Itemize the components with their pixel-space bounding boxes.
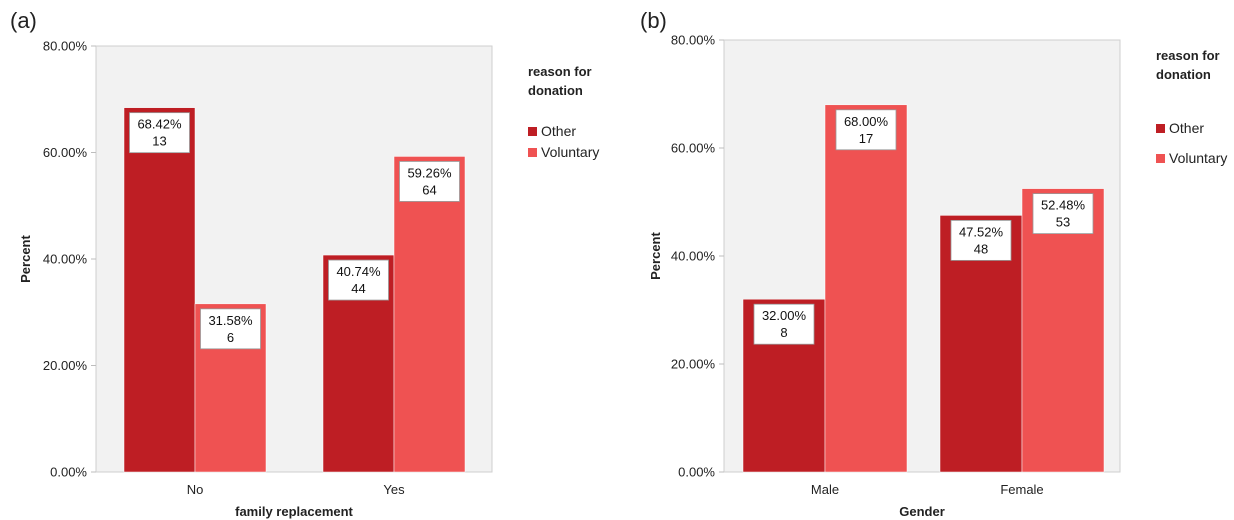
data-label-percent: 32.00% [762,308,807,323]
data-label-percent: 52.48% [1041,198,1086,213]
bar-voluntary-yes [393,156,466,473]
panel-label: (b) [640,8,667,33]
legend: reason for donation Other Voluntary [1156,48,1227,166]
data-label-count: 64 [422,182,436,197]
data-label-box [753,303,815,345]
y-tick-label: 20.00% [43,358,88,373]
data-label-box [200,308,261,350]
panel-label: (a) [10,8,37,33]
legend-title: donation [528,83,583,98]
y-axis-title: Percent [18,234,33,282]
legend-title: donation [1156,67,1211,82]
bar-voluntary-male [824,104,908,473]
data-label-percent: 47.52% [959,224,1004,239]
y-tick-label: 40.00% [43,252,88,267]
x-tick-label: Female [1000,482,1043,497]
y-tick-label: 60.00% [43,145,88,160]
data-label-box [129,112,190,154]
y-axis-title: Percent [648,231,663,279]
y-tick-label: 20.00% [671,357,716,372]
legend: reason for donation Other Voluntary [528,64,599,160]
legend-swatch-voluntary [1156,154,1165,163]
data-label-percent: 59.26% [407,165,452,180]
x-axis-title: Gender [899,504,945,519]
data-label-box [328,259,389,301]
x-tick-label: Male [811,482,839,497]
data-label-percent: 68.42% [137,117,182,132]
legend-title: reason for [1156,48,1220,63]
data-label-box [399,161,460,202]
data-label-box [950,219,1012,261]
data-label-count: 6 [227,330,234,345]
y-tick-label: 0.00% [678,465,715,480]
y-tick-label: 60.00% [671,141,716,156]
y-tick-label: 80.00% [43,39,88,54]
bar-voluntary-female [1021,188,1105,473]
y-tick-label: 80.00% [671,33,716,48]
legend-swatch-voluntary [528,148,537,157]
data-label-percent: 31.58% [208,313,253,328]
legend-label-voluntary: Voluntary [1169,150,1227,166]
bar-other-no [123,107,196,473]
y-tick-label: 40.00% [671,249,716,264]
x-tick-label: No [187,482,204,497]
data-label-box [835,109,897,151]
y-tick-label: 0.00% [50,465,87,480]
data-label-count: 48 [974,241,988,256]
data-label-count: 13 [152,134,166,149]
x-tick-label: Yes [383,482,405,497]
data-label-box [1032,193,1094,235]
data-label-percent: 40.74% [336,264,381,279]
data-label-count: 44 [351,281,365,296]
data-label-count: 53 [1056,215,1070,230]
legend-label-other: Other [1169,120,1204,136]
chart-panel-b: (b) 0.00% 20.00% 40.00% 60.00% 80.00% Percent M… [640,8,1227,519]
data-label-percent: 68.00% [844,114,889,129]
data-label-count: 17 [859,131,873,146]
chart-panel-a: (a) 0.00% 20.00% 40.00% 60.00% 80.00% Percent N… [10,8,599,519]
legend-swatch-other [528,127,537,136]
legend-title: reason for [528,64,592,79]
legend-swatch-other [1156,124,1165,133]
data-label-count: 8 [780,325,787,340]
x-axis-title: family replacement [235,504,353,519]
legend-label-other: Other [541,123,576,139]
legend-label-voluntary: Voluntary [541,144,599,160]
